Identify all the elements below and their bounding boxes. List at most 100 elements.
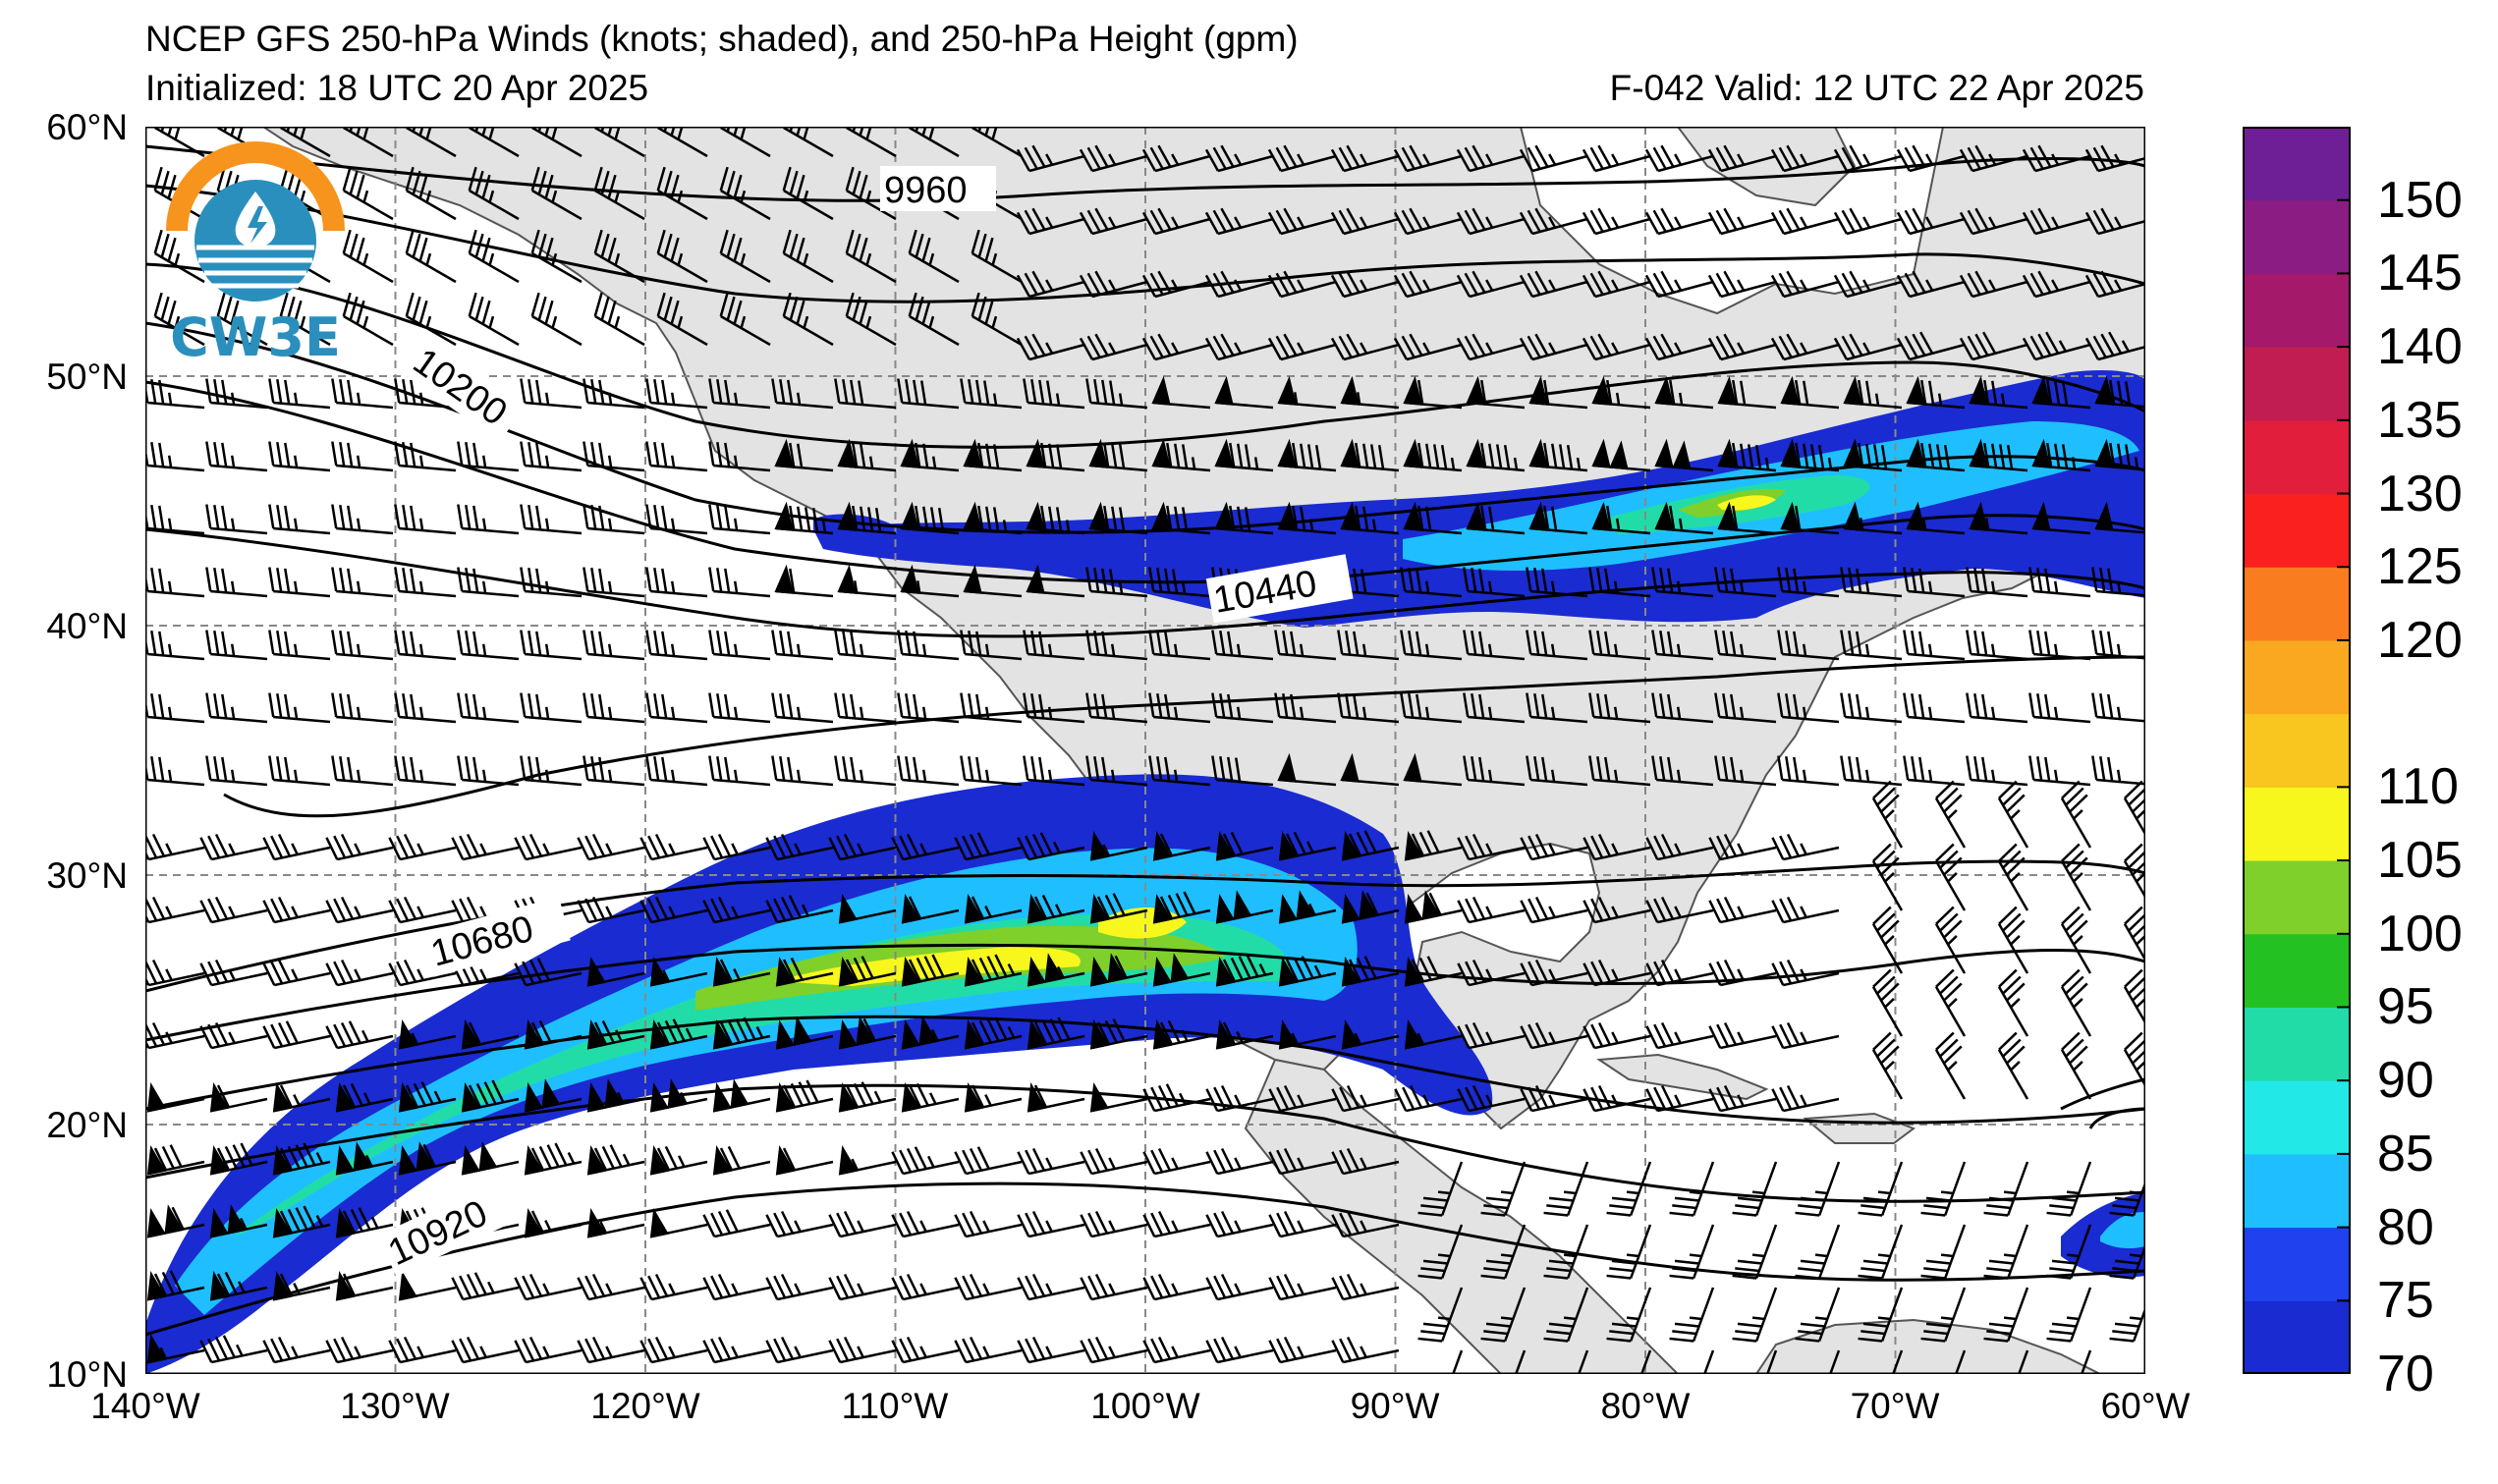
wind-barb bbox=[457, 630, 520, 661]
wind-barb bbox=[1456, 207, 1526, 236]
wind-barb bbox=[1520, 959, 1588, 987]
graticule bbox=[145, 127, 2145, 1374]
wind-barb bbox=[1717, 438, 1777, 472]
wind-barb bbox=[712, 1078, 771, 1113]
wind-barb bbox=[1934, 780, 1967, 849]
wind-barb bbox=[2091, 630, 2145, 661]
wind-barb bbox=[1588, 567, 1651, 598]
wind-barb bbox=[1457, 1084, 1526, 1113]
wind-barb bbox=[468, 166, 520, 221]
wind-barb bbox=[845, 229, 897, 284]
valid-time: F-042 Valid: 12 UTC 22 Apr 2025 bbox=[1609, 68, 2144, 108]
wind-barb bbox=[388, 1336, 457, 1364]
colorbar-tick-label: 70 bbox=[2377, 1346, 2434, 1402]
wind-barb bbox=[205, 441, 268, 472]
wind-barb bbox=[1519, 144, 1588, 173]
colorbar-segment bbox=[2243, 1153, 2351, 1229]
wind-barb bbox=[2022, 331, 2091, 361]
wind-barb bbox=[1871, 968, 1904, 1037]
wind-barb bbox=[1770, 333, 1840, 361]
wind-barb bbox=[388, 833, 457, 861]
wind-barb bbox=[828, 1336, 897, 1364]
wind-barb bbox=[145, 833, 205, 861]
wind-barb bbox=[1331, 1210, 1400, 1238]
wind-barb bbox=[891, 1273, 960, 1301]
wind-barb bbox=[1088, 438, 1148, 472]
wind-barb bbox=[1080, 1147, 1148, 1176]
wind-barb bbox=[1582, 1084, 1651, 1113]
south-america-land bbox=[1754, 1318, 2101, 1374]
wind-barb bbox=[1843, 501, 1903, 535]
wind-barb bbox=[1896, 331, 1966, 361]
wind-barb bbox=[1214, 375, 1274, 410]
wind-barb bbox=[1393, 333, 1463, 361]
wind-barb bbox=[1528, 438, 1588, 472]
colorbar-segment bbox=[2243, 1080, 2351, 1155]
wind-barb bbox=[1278, 890, 1337, 924]
wind-barb bbox=[1274, 692, 1337, 724]
wind-barb bbox=[1777, 630, 1840, 661]
wind-barb bbox=[520, 755, 583, 787]
wind-barb bbox=[262, 896, 331, 924]
wind-barb bbox=[1817, 1349, 1841, 1374]
wind-barb bbox=[1754, 1349, 1778, 1374]
colorbar-tick-label: 100 bbox=[2377, 905, 2463, 962]
wind-barb bbox=[765, 1273, 834, 1301]
wind-barb bbox=[900, 501, 960, 535]
wind-barb bbox=[1629, 1349, 1652, 1374]
wind-barb bbox=[577, 896, 645, 924]
wind-barb bbox=[702, 896, 771, 924]
wind-barb bbox=[457, 692, 520, 724]
wind-barb bbox=[199, 959, 268, 987]
wind-barb bbox=[1717, 375, 1777, 410]
wind-barb bbox=[262, 959, 331, 987]
wind-barb bbox=[394, 692, 457, 724]
wind-barb bbox=[639, 1336, 708, 1364]
wind-barb bbox=[577, 1336, 645, 1364]
wind-barb bbox=[145, 692, 205, 724]
wind-barb bbox=[583, 692, 645, 724]
wind-barb bbox=[2091, 692, 2145, 724]
wind-barb bbox=[1440, 1349, 1464, 1374]
wind-barb bbox=[1692, 1349, 1715, 1374]
colorbar-segment bbox=[2243, 199, 2351, 274]
wind-barb bbox=[1480, 1287, 1527, 1343]
wind-barb bbox=[1843, 438, 1903, 472]
wind-barb bbox=[1708, 1021, 1777, 1050]
wind-barb bbox=[1858, 1224, 1904, 1280]
wind-barb bbox=[1714, 630, 1777, 661]
wind-barb bbox=[583, 567, 645, 598]
wind-barb bbox=[1903, 692, 1966, 724]
wind-barb bbox=[1340, 501, 1400, 535]
wind-barb bbox=[964, 954, 1023, 987]
wind-barb bbox=[1026, 501, 1085, 535]
wind-barb bbox=[577, 833, 645, 861]
wind-barb bbox=[262, 833, 331, 861]
wind-barb bbox=[963, 501, 1023, 535]
wind-barb bbox=[586, 1019, 645, 1050]
wind-barb bbox=[1651, 692, 1714, 724]
map-panel: 9960 10200 10440 10680 10920 bbox=[145, 127, 2145, 1374]
wind-barb bbox=[1645, 1021, 1714, 1050]
wind-barb bbox=[2046, 1224, 2092, 1280]
wind-barb bbox=[2006, 1349, 2029, 1374]
wind-barb bbox=[775, 1145, 834, 1176]
wind-barb bbox=[394, 567, 457, 598]
wind-barb bbox=[530, 166, 583, 221]
wind-barb bbox=[1457, 833, 1526, 861]
wind-barb bbox=[1331, 1084, 1400, 1113]
wind-barb bbox=[1085, 567, 1148, 598]
wind-barb bbox=[900, 438, 960, 472]
wind-barb bbox=[1400, 567, 1463, 598]
colorbar-tick-label: 140 bbox=[2377, 318, 2463, 376]
wind-barb bbox=[782, 292, 834, 347]
wind-barb bbox=[645, 755, 708, 787]
wind-barb bbox=[2060, 968, 2092, 1037]
wind-barb bbox=[2091, 755, 2145, 787]
wind-barb bbox=[1795, 1161, 1841, 1217]
wind-barb bbox=[1016, 207, 1085, 236]
wind-barb bbox=[1959, 144, 2028, 173]
wind-barb bbox=[2028, 630, 2091, 661]
wind-barb bbox=[963, 438, 1023, 472]
wind-barb bbox=[712, 1145, 771, 1176]
